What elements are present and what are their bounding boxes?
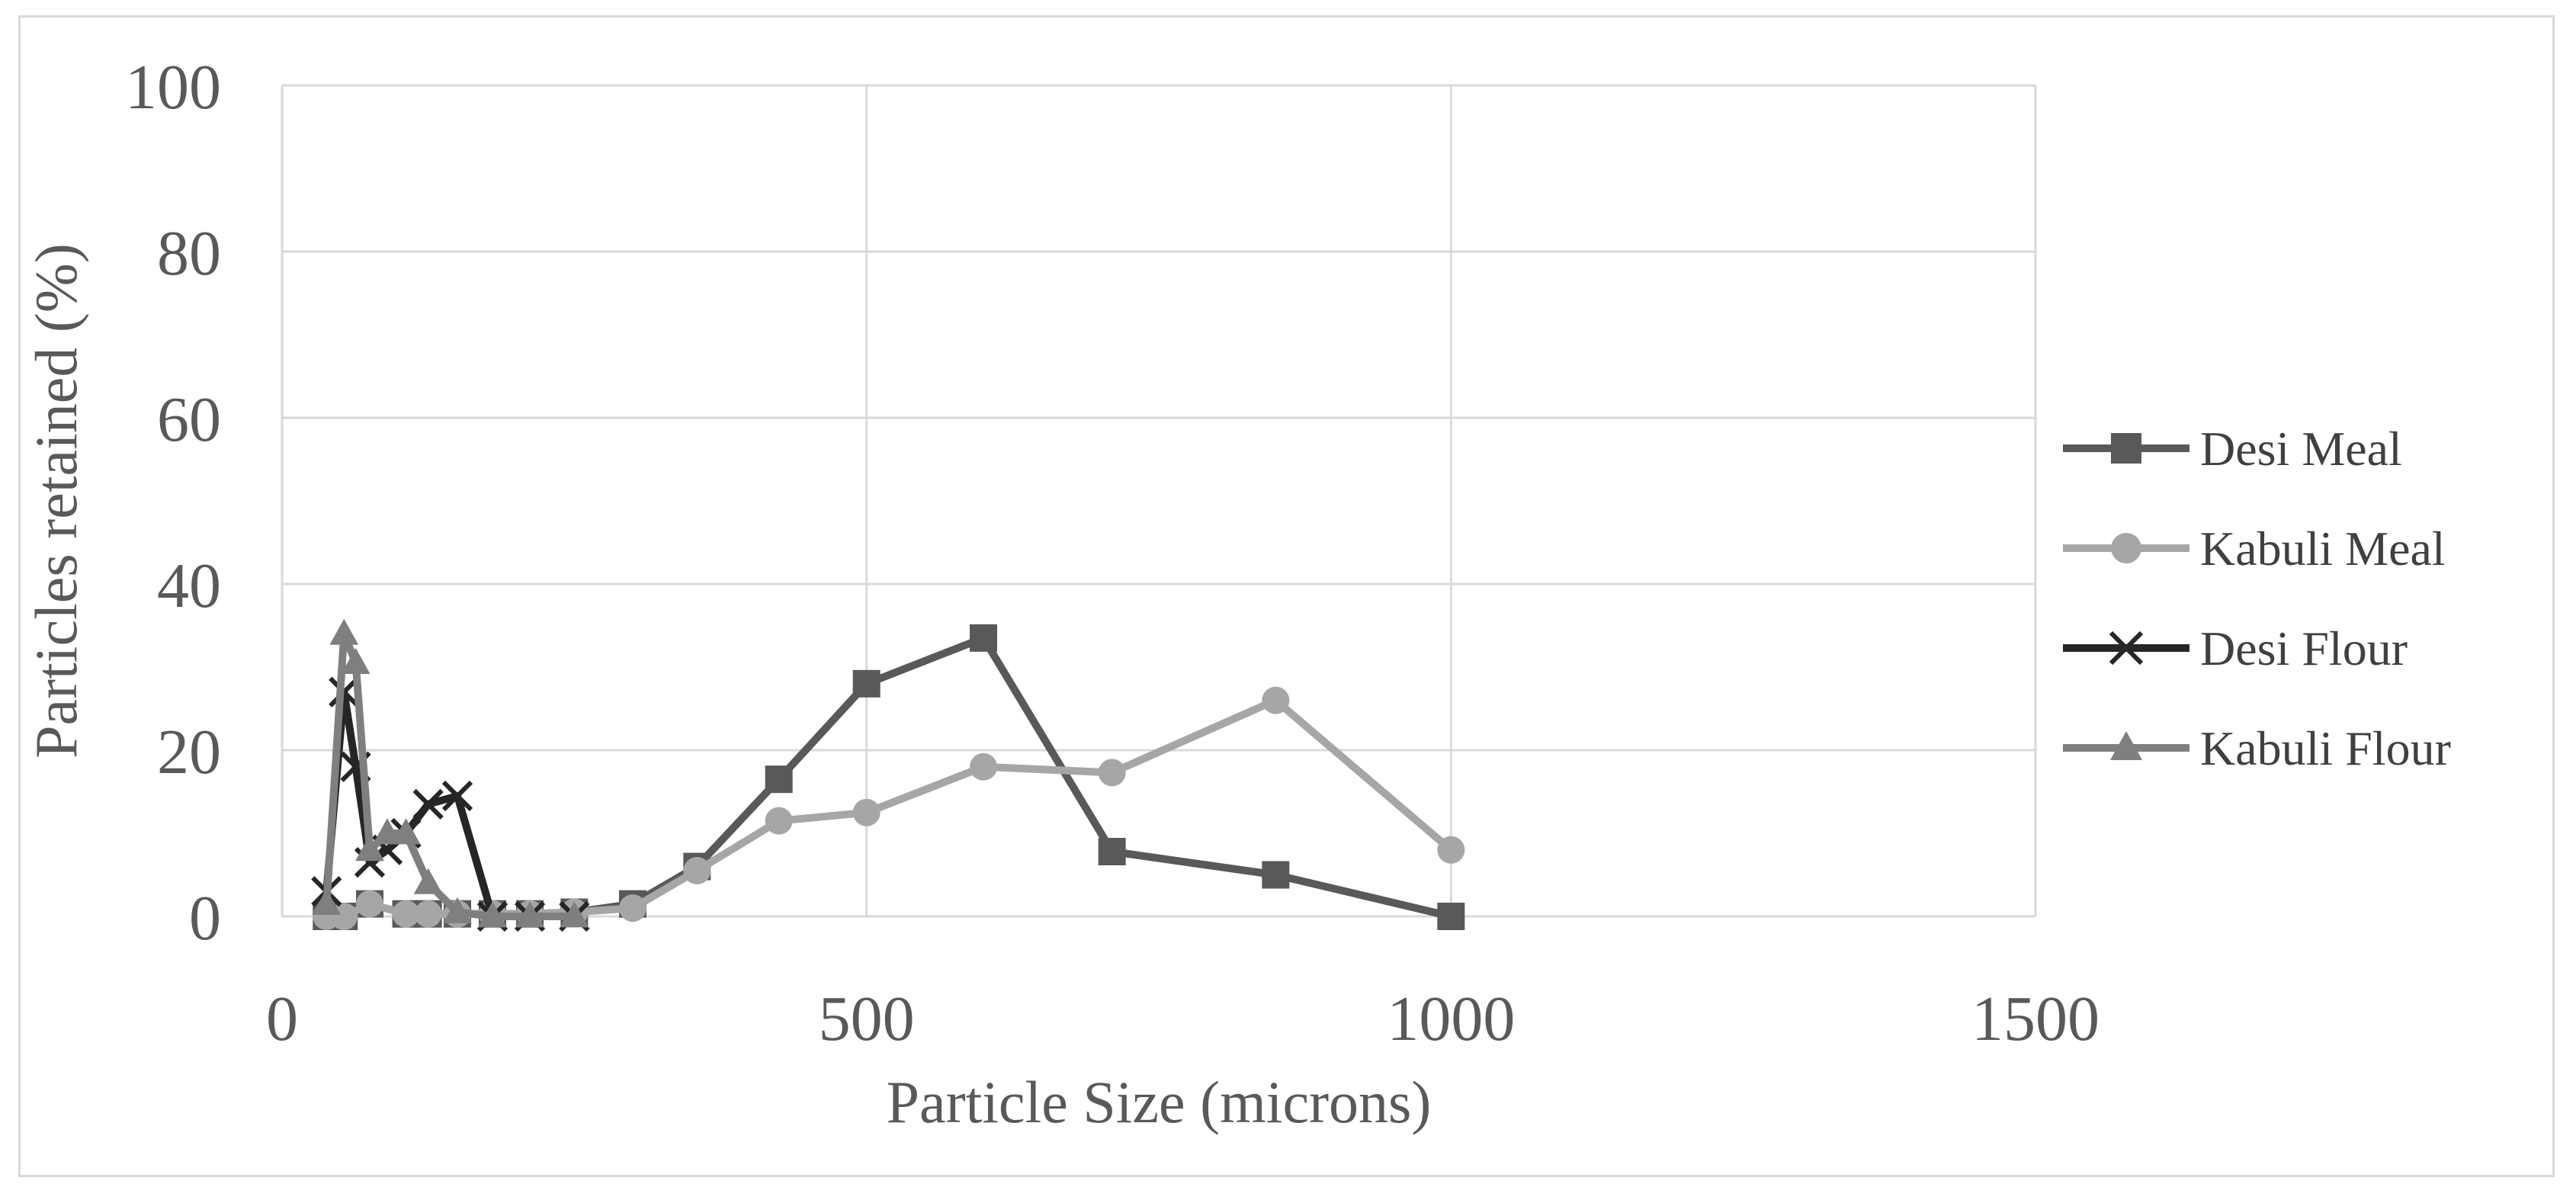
y-tick-label: 40: [157, 550, 221, 621]
legend-marker-desi-meal: [2111, 433, 2141, 464]
legend-item-kabuli-meal: Kabuli Meal: [2063, 521, 2446, 576]
grid: [281, 84, 2037, 918]
x-marker-stroke: [441, 780, 473, 812]
x-marker-stroke: [2109, 630, 2144, 666]
data-point-kabuli-meal: [1437, 836, 1465, 864]
data-point-kabuli-flour: [391, 818, 421, 845]
data-point-kabuli-meal: [1098, 759, 1126, 787]
data-point-kabuli-meal: [852, 798, 881, 826]
y-tick-label: 80: [157, 218, 221, 289]
data-point-kabuli-meal: [356, 890, 383, 918]
series-line-kabuli-flour: [322, 630, 575, 920]
x-tick-label: 1000: [1387, 983, 1515, 1054]
data-point-kabuli-meal: [619, 894, 646, 922]
legend-marker-desi-flour: [2109, 630, 2144, 666]
data-point-kabuli-meal: [1262, 686, 1290, 714]
data-point-desi-meal: [1262, 861, 1290, 889]
y-tick-label: 100: [125, 52, 221, 123]
series-kabuli-flour: [312, 618, 589, 928]
data-point-kabuli-flour: [413, 868, 443, 894]
chart-frame: [18, 15, 2555, 1177]
data-point-kabuli-flour: [329, 618, 359, 645]
y-axis-title: Particles retained (%): [23, 243, 89, 759]
legend-marker-kabuli-meal: [2111, 533, 2141, 563]
legend-marker-kabuli-flour: [2110, 731, 2142, 760]
series-desi-flour: [311, 676, 590, 932]
data-point-desi-flour: [412, 788, 444, 820]
x-marker-stroke: [412, 788, 444, 820]
data-point-kabuli-flour: [443, 897, 472, 923]
data-point-kabuli-meal: [683, 857, 711, 885]
x-axis-title: Particle Size (microns): [887, 1069, 1432, 1135]
data-point-kabuli-meal: [414, 900, 442, 928]
legend-item-desi-flour: Desi Flour: [2063, 621, 2408, 675]
legend-label: Kabuli Flour: [2200, 721, 2451, 775]
legend-item-desi-meal: Desi Meal: [2063, 422, 2402, 476]
x-tick-label: 0: [266, 983, 298, 1054]
data-point-kabuli-flour: [478, 901, 507, 928]
legend-label: Desi Flour: [2200, 621, 2408, 675]
data-point-desi-meal: [970, 624, 997, 652]
data-point-kabuli-meal: [765, 807, 793, 835]
data-point-kabuli-flour: [373, 818, 402, 845]
data-point-kabuli-flour: [341, 647, 371, 674]
data-point-desi-flour: [441, 780, 473, 812]
data-point-desi-meal: [1098, 837, 1126, 865]
data-point-desi-meal: [852, 669, 881, 698]
data-point-kabuli-flour: [312, 888, 342, 916]
data-point-kabuli-flour: [355, 835, 384, 861]
legend-label: Desi Meal: [2200, 422, 2402, 476]
legend-item-kabuli-flour: Kabuli Flour: [2063, 721, 2451, 775]
series: [311, 618, 1465, 932]
data-point-desi-meal: [765, 765, 793, 794]
data-point-kabuli-flour: [560, 901, 589, 928]
data-point-kabuli-meal: [970, 752, 997, 781]
x-tick-label: 500: [819, 983, 915, 1054]
legend-label: Kabuli Meal: [2200, 521, 2446, 576]
y-tick-label: 0: [189, 883, 221, 954]
data-point-desi-meal: [1437, 903, 1465, 930]
y-tick-label: 60: [157, 384, 221, 455]
data-point-kabuli-flour: [515, 901, 544, 928]
data-point-kabuli-meal: [392, 900, 420, 928]
legend: Desi Meal Kabuli Meal Desi Flour Kabuli Flo…: [2063, 422, 2451, 775]
x-tick-label: 1500: [1971, 983, 2100, 1054]
y-tick-label: 20: [157, 717, 221, 788]
